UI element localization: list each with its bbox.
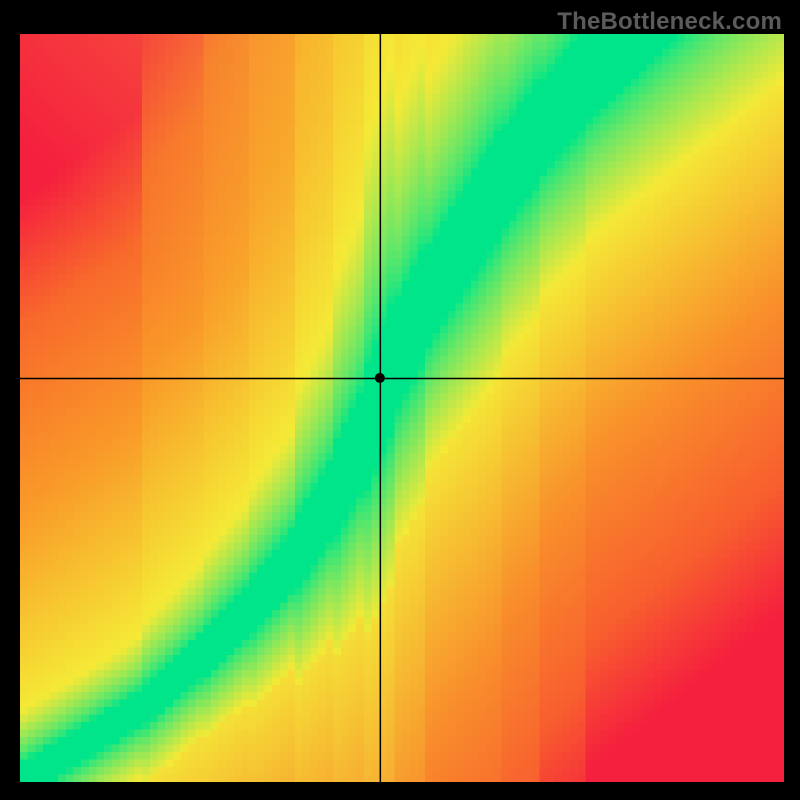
crosshair-overlay <box>0 0 800 800</box>
chart-container: { "watermark": { "text": "TheBottleneck.… <box>0 0 800 800</box>
watermark-text: TheBottleneck.com <box>557 8 782 36</box>
